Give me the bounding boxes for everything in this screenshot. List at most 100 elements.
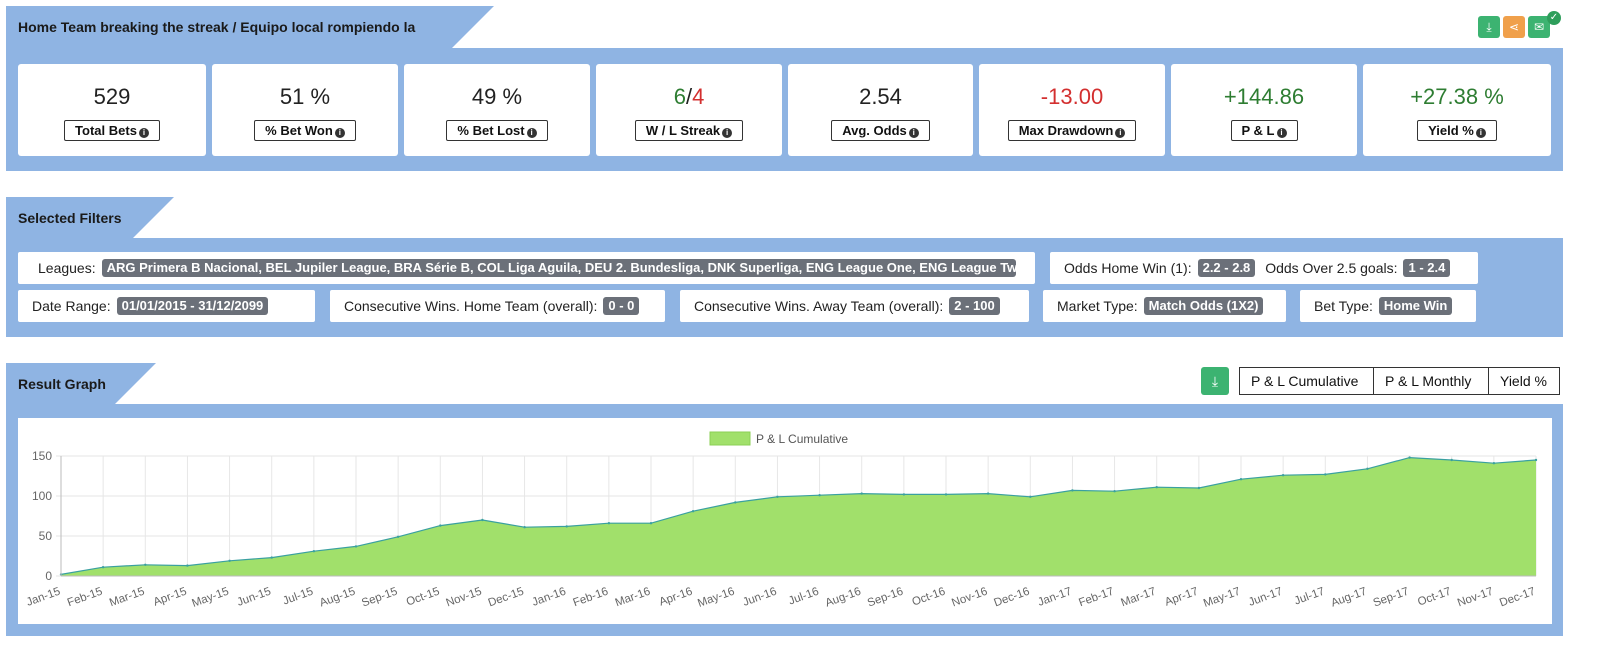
- info-icon: i: [908, 128, 919, 138]
- x-tick-label: May-15: [190, 586, 230, 610]
- stat-value: 529: [93, 84, 131, 109]
- stat-card: 2.54 Avg. Odds i: [788, 64, 973, 156]
- share-button[interactable]: ⋖: [1503, 16, 1525, 38]
- stat-label[interactable]: Max Drawdown i: [1007, 120, 1137, 141]
- stat-label[interactable]: % Bet Won i: [254, 120, 356, 141]
- x-tick-label: Feb-17: [1077, 586, 1115, 610]
- x-tick-label: Dec-17: [1498, 586, 1537, 610]
- date-range-tag[interactable]: 01/01/2015 - 31/12/2099: [116, 297, 269, 315]
- x-tick-label: Oct-15: [405, 586, 442, 609]
- x-tick-label: Jan-17: [1036, 586, 1073, 609]
- data-point: [649, 522, 653, 525]
- x-tick-label: Dec-16: [992, 586, 1031, 610]
- stat-value: 51 %: [279, 84, 331, 109]
- x-tick-label: Jul-17: [1293, 586, 1327, 608]
- info-icon: i: [138, 128, 149, 138]
- data-point: [1281, 474, 1285, 477]
- tab-pl-monthly[interactable]: P & L Monthly: [1373, 367, 1489, 395]
- filter-date-range: Date Range: 01/01/2015 - 31/12/2099: [18, 290, 315, 322]
- data-point: [607, 522, 611, 525]
- share-icon: ⋖: [1508, 20, 1520, 34]
- x-tick-label: Feb-16: [572, 586, 610, 610]
- y-tick-label: 100: [32, 489, 52, 503]
- data-point: [1239, 478, 1243, 481]
- x-tick-label: Sep-15: [360, 586, 399, 610]
- market-tag[interactable]: Match Odds (1X2): [1143, 297, 1264, 315]
- stat-card: +27.38 % Yield % i: [1363, 64, 1551, 156]
- cons-home-tag[interactable]: 0 - 0: [603, 297, 640, 315]
- filter-market: Market Type: Match Odds (1X2): [1043, 290, 1286, 322]
- stat-label[interactable]: % Bet Lost i: [446, 120, 548, 141]
- stat-label[interactable]: Total Bets i: [64, 120, 160, 141]
- download-button[interactable]: ⤓: [1478, 16, 1500, 38]
- x-tick-label: Jun-16: [741, 586, 778, 609]
- x-tick-label: Sep-17: [1372, 586, 1411, 610]
- result-title: Result Graph: [18, 376, 106, 392]
- data-point: [734, 501, 737, 504]
- data-point: [1408, 456, 1411, 459]
- stat-value: 2.54: [859, 84, 902, 109]
- tab-pl-cumulative[interactable]: P & L Cumulative: [1239, 367, 1374, 395]
- info-icon: i: [1276, 128, 1287, 138]
- graph-download-button[interactable]: ⤓: [1201, 367, 1229, 395]
- stat-card: 49 % % Bet Lost i: [404, 64, 590, 156]
- tab-yield[interactable]: Yield %: [1488, 367, 1560, 395]
- info-icon: i: [722, 128, 733, 138]
- stat-value: +144.86: [1223, 84, 1305, 109]
- legend-swatch: [709, 431, 751, 446]
- bet-type-tag[interactable]: Home Win: [1378, 297, 1453, 315]
- x-tick-label: Jul-15: [281, 586, 315, 608]
- download-icon: ⤓: [1486, 20, 1492, 34]
- data-point: [1197, 486, 1201, 490]
- stat-card: -13.00 Max Drawdown i: [979, 64, 1165, 156]
- x-tick-label: Aug-16: [824, 586, 863, 610]
- x-tick-label: Nov-16: [950, 586, 989, 610]
- odds-home-tag[interactable]: 2.2 - 2.8: [1197, 259, 1256, 277]
- leagues-tag[interactable]: ARG Primera B Nacional, BEL Jupiler Leag…: [101, 259, 1016, 277]
- pl-cumulative-chart: 0 50 100 150 Jan-15 Feb-15 Mar-15 Apr-15 May-15 J…: [25, 431, 1538, 610]
- x-tick-label: Nov-15: [445, 586, 484, 610]
- x-tick-label: Mar-16: [614, 586, 652, 610]
- email-button[interactable]: ✉: [1528, 16, 1550, 38]
- stat-label[interactable]: W / L Streak i: [634, 120, 744, 141]
- data-point: [818, 494, 821, 497]
- pl-area: [61, 457, 1536, 576]
- graph-tabs: P & L Cumulative P & L Monthly Yield %: [1239, 367, 1560, 395]
- data-point: [944, 493, 948, 496]
- x-tick-label: Apr-16: [658, 586, 695, 609]
- data-point: [1071, 489, 1074, 492]
- x-tick-label: Sep-16: [866, 586, 905, 610]
- x-tick-label: Jun-15: [236, 586, 273, 609]
- data-point: [354, 545, 358, 548]
- x-tick-label: Jan-16: [531, 586, 568, 609]
- odds-over-tag[interactable]: 1 - 2.4: [1403, 259, 1451, 277]
- stat-value: 49 %: [471, 84, 523, 109]
- stat-card: 51 % % Bet Won i: [212, 64, 398, 156]
- data-point: [860, 492, 863, 495]
- pl-line: [60, 456, 1537, 575]
- cons-away-tag[interactable]: 2 - 100: [949, 297, 1000, 315]
- data-point: [270, 556, 273, 559]
- stat-label[interactable]: Avg. Odds i: [831, 120, 930, 141]
- x-tick-label: Aug-15: [318, 586, 357, 610]
- result-title-tab: Result Graph: [6, 363, 156, 405]
- data-point: [1534, 458, 1538, 462]
- info-icon: i: [334, 128, 345, 138]
- stat-label[interactable]: Yield % i: [1417, 120, 1497, 141]
- data-point: [565, 525, 568, 528]
- x-tick-label: Dec-15: [487, 586, 526, 610]
- x-tick-label: Jan-15: [25, 586, 62, 609]
- x-tick-label: Oct-17: [1416, 586, 1453, 609]
- x-tick-label: May-17: [1202, 586, 1242, 610]
- legend-label: P & L Cumulative: [756, 432, 848, 446]
- data-point: [1324, 473, 1327, 476]
- filter-leagues: Leagues: ARG Primera B Nacional, BEL Jupi…: [18, 252, 1035, 284]
- data-point: [691, 510, 695, 513]
- data-point: [312, 550, 316, 553]
- info-icon: i: [1115, 128, 1126, 138]
- info-icon: i: [1475, 128, 1486, 138]
- x-tick-label: Mar-15: [108, 586, 146, 610]
- filter-bet-type: Bet Type: Home Win: [1300, 290, 1476, 322]
